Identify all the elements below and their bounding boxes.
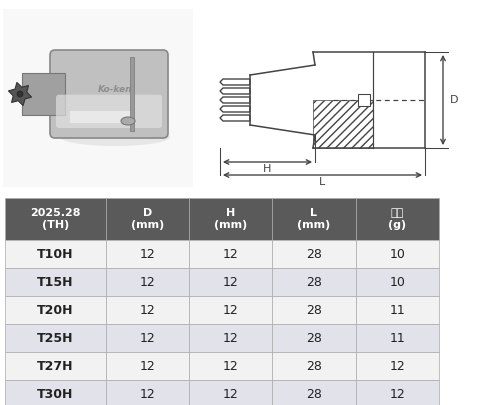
Text: 28: 28 (306, 360, 322, 373)
Text: 12: 12 (139, 332, 155, 345)
Bar (189, 268, 272, 296)
Polygon shape (220, 88, 250, 94)
Text: 12: 12 (139, 275, 155, 288)
FancyBboxPatch shape (50, 50, 168, 138)
Polygon shape (9, 82, 32, 106)
Bar (5, 198, 106, 240)
Ellipse shape (121, 117, 135, 125)
Polygon shape (220, 115, 250, 121)
Bar (272, 380, 356, 405)
FancyBboxPatch shape (56, 95, 162, 128)
Bar (22, 73, 65, 115)
Text: T25H: T25H (37, 332, 73, 345)
Text: 重量
(g): 重量 (g) (388, 208, 406, 230)
Text: 10: 10 (389, 275, 405, 288)
Bar (356, 240, 439, 268)
Text: T15H: T15H (37, 275, 73, 288)
Bar (356, 352, 439, 380)
Bar (106, 324, 189, 352)
Bar (189, 380, 272, 405)
Text: 12: 12 (223, 275, 239, 288)
Text: 12: 12 (223, 247, 239, 260)
Bar (5, 380, 106, 405)
Text: 28: 28 (306, 275, 322, 288)
Text: Ko-ken: Ko-ken (98, 85, 132, 94)
Text: T30H: T30H (37, 388, 73, 401)
Text: 10: 10 (389, 247, 405, 260)
Text: 12: 12 (139, 247, 155, 260)
Bar (272, 240, 356, 268)
Text: 12: 12 (139, 360, 155, 373)
Text: 12: 12 (389, 388, 405, 401)
Text: T27H: T27H (37, 360, 73, 373)
Text: D
(mm): D (mm) (131, 208, 164, 230)
Text: H
(mm): H (mm) (214, 208, 247, 230)
Bar (272, 352, 356, 380)
Bar (189, 198, 272, 240)
Bar (5, 296, 106, 324)
Text: 28: 28 (306, 303, 322, 316)
Text: H: H (264, 164, 272, 174)
FancyBboxPatch shape (57, 57, 161, 131)
Bar (5, 324, 106, 352)
Text: 11: 11 (389, 332, 405, 345)
Text: T20H: T20H (37, 303, 73, 316)
Bar (5, 268, 106, 296)
Bar (272, 268, 356, 296)
Ellipse shape (17, 91, 23, 97)
Ellipse shape (60, 128, 170, 146)
Text: 12: 12 (223, 303, 239, 316)
FancyBboxPatch shape (54, 54, 164, 134)
Text: 28: 28 (306, 332, 322, 345)
Text: 12: 12 (139, 303, 155, 316)
Bar (272, 198, 356, 240)
Text: L: L (319, 177, 325, 187)
Text: D: D (450, 95, 458, 105)
Text: 12: 12 (223, 388, 239, 401)
Bar (272, 296, 356, 324)
Text: 11: 11 (389, 303, 405, 316)
Bar (356, 296, 439, 324)
Text: 2025.28
(TH): 2025.28 (TH) (30, 208, 81, 230)
Bar (189, 296, 272, 324)
Bar (3, 9, 193, 187)
FancyBboxPatch shape (51, 51, 167, 137)
Polygon shape (220, 106, 250, 112)
Bar (356, 380, 439, 405)
Bar (356, 198, 439, 240)
Bar (189, 240, 272, 268)
Bar (5, 352, 106, 380)
Bar (106, 268, 189, 296)
Polygon shape (220, 79, 250, 85)
Bar (272, 324, 356, 352)
Bar (358, 94, 370, 106)
Bar (356, 324, 439, 352)
Text: 12: 12 (223, 332, 239, 345)
Text: 12: 12 (139, 388, 155, 401)
Bar (106, 198, 189, 240)
Text: L
(mm): L (mm) (297, 208, 331, 230)
Bar (106, 240, 189, 268)
Bar (130, 57, 134, 131)
Bar (189, 324, 272, 352)
Polygon shape (220, 97, 250, 103)
Bar (5, 240, 106, 268)
Text: 28: 28 (306, 247, 322, 260)
Text: 12: 12 (223, 360, 239, 373)
Bar (356, 268, 439, 296)
Text: 12: 12 (389, 360, 405, 373)
Bar (189, 352, 272, 380)
Text: T10H: T10H (37, 247, 73, 260)
Bar (70, 111, 133, 123)
Bar (106, 352, 189, 380)
Bar (106, 296, 189, 324)
Bar (106, 380, 189, 405)
Polygon shape (55, 63, 65, 125)
Text: 28: 28 (306, 388, 322, 401)
